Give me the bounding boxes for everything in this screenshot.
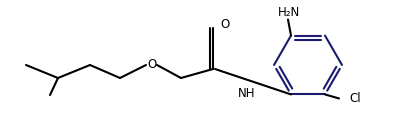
Text: O: O bbox=[220, 18, 229, 31]
Text: NH: NH bbox=[238, 87, 256, 100]
Text: Cl: Cl bbox=[349, 92, 361, 105]
Text: O: O bbox=[147, 59, 157, 72]
Text: H₂N: H₂N bbox=[278, 6, 300, 19]
